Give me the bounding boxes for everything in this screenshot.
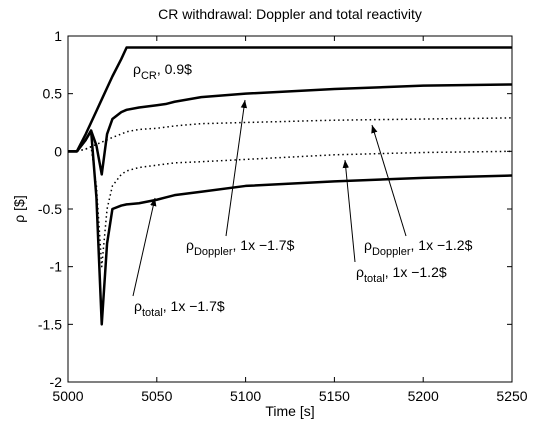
annotation-text: , 1x −1.7$ <box>163 298 225 314</box>
annotation: ρDoppler, 1x −1.7$ <box>186 237 295 258</box>
series-line <box>68 145 513 268</box>
annotation-symbol: ρ <box>356 264 364 280</box>
annotation: ρtotal, 1x −1.7$ <box>134 298 225 319</box>
annotation-subscript: Doppler <box>194 246 233 258</box>
annotation-arrow <box>342 159 356 263</box>
series-line <box>68 129 513 326</box>
y-tick-label: -1 <box>50 259 63 275</box>
annotation: ρtotal, 1x −1.2$ <box>356 264 447 285</box>
plot-frame <box>67 35 513 383</box>
y-tick-label: 0.5 <box>43 86 63 102</box>
chart-title: CR withdrawal: Doppler and total reactiv… <box>158 6 422 22</box>
x-axis-label: Time [s] <box>265 403 314 419</box>
annotation-arrow <box>371 124 407 237</box>
y-tick-label: 0 <box>54 143 62 159</box>
annotation-subscript: total <box>142 307 163 319</box>
x-tick-label: 5100 <box>230 388 261 404</box>
annotation-symbol: ρ <box>133 61 141 77</box>
y-tick-label: -2 <box>50 374 63 390</box>
annotation-text: , 1x −1.7$ <box>233 237 295 253</box>
y-axis-label: ρ [$] <box>11 195 27 222</box>
y-tick-label: -1.5 <box>38 316 62 332</box>
annotation-text: , 1x −1.2$ <box>385 264 447 280</box>
annotation-subscript: CR <box>141 70 157 82</box>
annotation-symbol: ρ <box>186 237 194 253</box>
annotation-symbol: ρ <box>364 237 372 253</box>
annotation-subscript: total <box>364 273 385 285</box>
series-line <box>68 117 513 153</box>
annotation: ρDoppler, 1x −1.2$ <box>364 237 473 258</box>
annotation-subscript: Doppler <box>372 246 411 258</box>
annotation-arrow <box>132 197 157 297</box>
annotation-arrow <box>225 99 248 237</box>
x-tick-label: 5050 <box>141 388 172 404</box>
y-tick-label: 1 <box>54 28 62 44</box>
x-tick-label: 5000 <box>52 388 83 404</box>
series-line <box>68 46 512 153</box>
annotation: ρCR, 0.9$ <box>133 61 192 82</box>
x-tick-label: 5200 <box>408 388 439 404</box>
annotation-text: , 1x −1.2$ <box>411 237 473 253</box>
y-tick-label: -0.5 <box>38 201 62 217</box>
annotation-text: , 0.9$ <box>157 61 192 77</box>
x-tick-label: 5150 <box>319 388 350 404</box>
series-line <box>68 83 513 176</box>
annotation-symbol: ρ <box>134 298 142 314</box>
x-tick-label: 5250 <box>496 388 527 404</box>
